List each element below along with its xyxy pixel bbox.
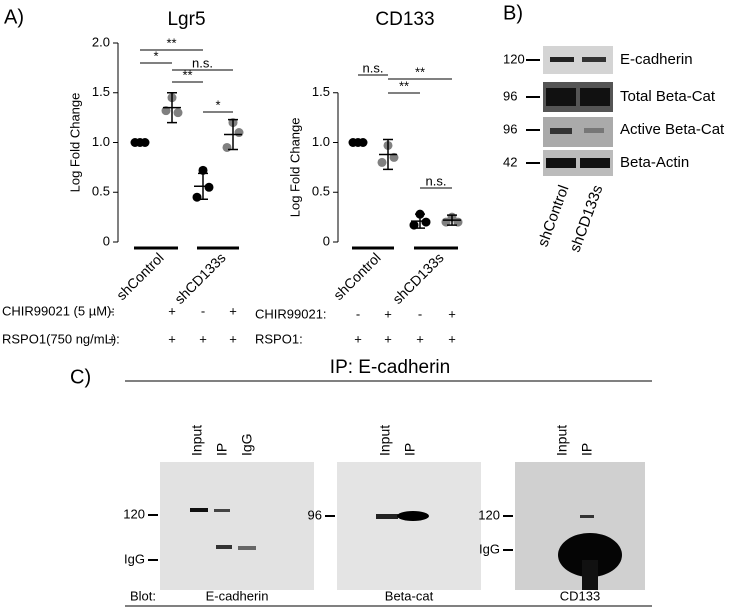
- condition-value: +: [108, 331, 116, 346]
- mw-marker: 120: [123, 506, 145, 521]
- condition-value: -: [418, 306, 422, 321]
- mw-marker: 120: [503, 51, 525, 66]
- blot-label: Active Beta-Cat: [620, 121, 725, 138]
- condition-value: +: [448, 331, 456, 346]
- mw-marker: 96: [503, 121, 517, 136]
- y-axis-label: Log Fold Change: [67, 93, 82, 193]
- blot-name: CD133: [560, 588, 600, 603]
- blot-label: Beta-Actin: [620, 154, 689, 171]
- group-label: shControl: [330, 249, 384, 303]
- blot-prefix: Blot:: [130, 588, 156, 603]
- mw-marker: 96: [308, 507, 322, 522]
- chart-title: CD133: [375, 9, 434, 30]
- error-bar: [383, 138, 393, 171]
- y-tick-label: 0.5: [312, 184, 330, 199]
- group-label: shCD133s: [171, 249, 229, 307]
- group-label: shControl: [113, 249, 167, 303]
- condition-name: RSPO1:: [255, 331, 303, 346]
- mw-marker: IgG: [479, 541, 500, 556]
- y-axis-label: Log Fold Change: [287, 118, 302, 218]
- error-bar: [167, 92, 177, 124]
- condition-name: CHIR99021 (5 µM):: [2, 303, 115, 318]
- data-point: [204, 182, 214, 192]
- error-bar: [135, 140, 145, 145]
- error-bar: [353, 140, 363, 145]
- data-point: [192, 192, 202, 202]
- lane-label: IP: [402, 443, 418, 456]
- blot-name: E-cadherin: [206, 588, 269, 603]
- panel-label: A): [4, 6, 24, 28]
- sig-label: n.s.: [426, 173, 447, 188]
- ip-title: IP: E-cadherin: [330, 357, 450, 378]
- sig-label: *: [153, 48, 158, 63]
- sig-label: **: [182, 67, 192, 82]
- lane-label: IgG: [239, 433, 255, 456]
- error-bar: [447, 214, 457, 226]
- panel-label: C): [70, 366, 91, 388]
- sig-label: **: [399, 78, 409, 93]
- data-point: [222, 142, 232, 152]
- error-bar: [198, 172, 208, 200]
- y-tick-label: 0: [103, 233, 110, 248]
- y-tick-label: 1.5: [312, 84, 330, 99]
- mw-marker: 96: [503, 88, 517, 103]
- data-point: [234, 128, 244, 138]
- y-tick-label: 1.0: [92, 134, 110, 149]
- blot-b: [543, 46, 613, 176]
- condition-value: +: [168, 331, 176, 346]
- condition-value: +: [384, 331, 392, 346]
- data-point: [173, 108, 183, 118]
- y-tick-label: 1.0: [312, 134, 330, 149]
- lane-label: IP: [579, 443, 595, 456]
- error-bar: [415, 213, 425, 229]
- y-tick-label: 0: [323, 233, 330, 248]
- y-tick-label: 1.5: [92, 84, 110, 99]
- panel-label: B): [503, 2, 523, 24]
- lane-label: Input: [377, 425, 393, 456]
- error-bar: [228, 118, 238, 151]
- condition-name: CHIR99021:: [255, 306, 327, 321]
- lane-label: IP: [214, 443, 230, 456]
- sig-label: *: [215, 97, 220, 112]
- sig-label: n.s.: [363, 60, 384, 75]
- blot-label: Total Beta-Cat: [620, 88, 716, 105]
- condition-value: +: [229, 331, 237, 346]
- blot-label: E-cadherin: [620, 51, 693, 68]
- condition-value: +: [448, 306, 456, 321]
- mw-marker: 42: [503, 154, 517, 169]
- sig-label: **: [415, 64, 425, 79]
- condition-value: +: [416, 331, 424, 346]
- condition-name: RSPO1(750 ng/mL):: [2, 331, 120, 346]
- blot-c: [160, 462, 645, 590]
- mw-marker: 120: [478, 507, 500, 522]
- mw-marker: IgG: [124, 551, 145, 566]
- blot-name: Beta-cat: [385, 588, 434, 603]
- condition-value: +: [384, 306, 392, 321]
- lane-label: Input: [189, 425, 205, 456]
- condition-value: +: [229, 303, 237, 318]
- lane-label: shControl: [535, 183, 573, 249]
- sig-label: n.s.: [192, 55, 213, 70]
- condition-value: +: [168, 303, 176, 318]
- lane-label: Input: [554, 425, 570, 456]
- condition-value: -: [201, 303, 205, 318]
- condition-value: -: [110, 303, 114, 318]
- lane-label: shCD133s: [567, 183, 607, 255]
- y-tick-label: 0.5: [92, 184, 110, 199]
- condition-value: -: [356, 306, 360, 321]
- y-tick-label: 2.0: [92, 34, 110, 49]
- condition-value: +: [354, 331, 362, 346]
- data-point: [421, 217, 431, 227]
- chart-title: Lgr5: [167, 9, 205, 30]
- condition-value: +: [199, 331, 207, 346]
- data-point: [377, 157, 387, 167]
- group-label: shCD133s: [389, 249, 447, 307]
- sig-label: **: [166, 35, 176, 50]
